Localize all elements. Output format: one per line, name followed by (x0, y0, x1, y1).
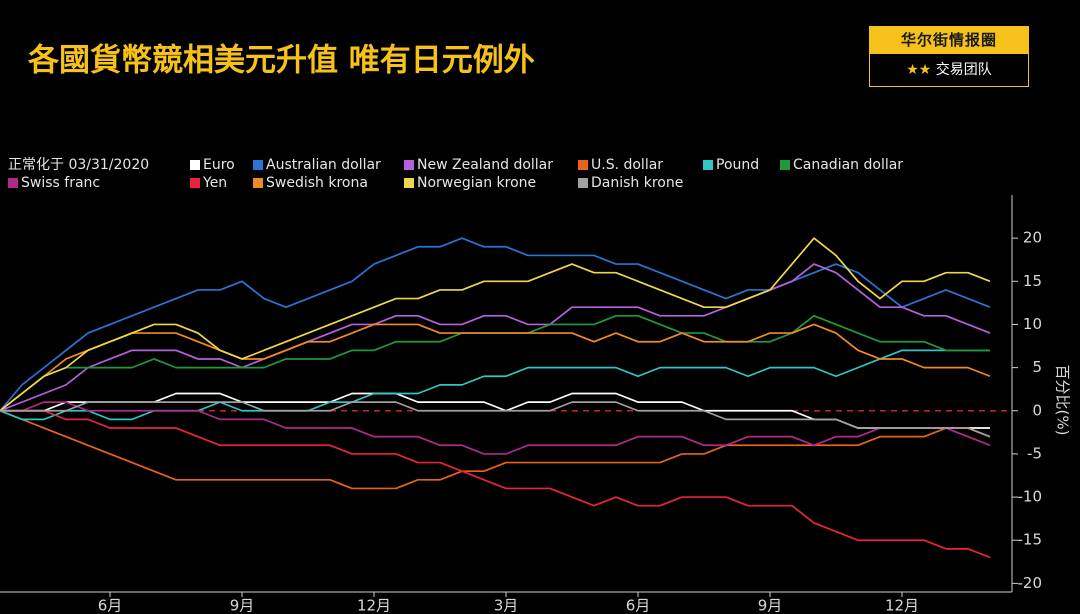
y-axis-label: 百分比(%) (1054, 365, 1072, 436)
legend-label: Canadian dollar (793, 157, 903, 173)
legend-swatch (253, 178, 263, 188)
chart-title: 各國貨幣競相美元升值 唯有日元例外 (27, 43, 535, 79)
logo-title: 华尔街情报圈 (870, 27, 1028, 54)
x-tick-label: 3月 (494, 597, 519, 614)
y-tick-label: 20 (1023, 229, 1042, 247)
legend-label: Swedish krona (266, 175, 368, 191)
y-tick-label: 15 (1023, 272, 1042, 290)
y-tick-label: 0 (1032, 401, 1042, 419)
legend-label: Danish krone (591, 175, 683, 191)
x-tick-label: 9月 (230, 597, 255, 614)
y-tick-label: -5 (1027, 444, 1042, 462)
x-tick-label: 9月 (758, 597, 783, 614)
legend-swatch (190, 178, 200, 188)
x-tick-label: 12月 (885, 597, 919, 614)
stars: ★★ (906, 62, 932, 78)
series-line (0, 314, 990, 412)
series-line (0, 263, 991, 412)
legend-swatch (404, 160, 414, 170)
series-line (0, 237, 991, 412)
y-tick-label: -15 (1018, 531, 1043, 549)
legend-label: Yen (202, 175, 227, 191)
y-tick-label: 5 (1032, 358, 1042, 376)
legend-swatch (578, 178, 588, 188)
legend-label: Norwegian krone (417, 175, 536, 191)
series-line (0, 401, 991, 455)
y-tick-label: -20 (1018, 574, 1043, 592)
legend-swatch (253, 160, 263, 170)
series-line (0, 237, 991, 412)
legend-label: Australian dollar (266, 157, 381, 173)
x-tick-label: 6月 (98, 597, 123, 614)
x-tick-label: 12月 (357, 597, 391, 614)
series-line (0, 323, 991, 412)
y-tick-label: -10 (1018, 488, 1043, 506)
legend-swatch (404, 178, 414, 188)
y-tick-label: 10 (1023, 315, 1042, 333)
series-line (0, 409, 991, 559)
x-tick-label: 6月 (626, 597, 651, 614)
legend-swatch (780, 160, 790, 170)
logo-bottom: ★★ 交易团队 (870, 54, 1028, 86)
legend-swatch (190, 160, 200, 170)
legend-label: U.S. dollar (591, 157, 663, 173)
logo-subtitle: 交易团队 (935, 62, 992, 78)
legend-swatch (578, 160, 588, 170)
series-line (0, 409, 991, 490)
legend-swatch (8, 178, 18, 188)
legend-title: 正常化于 03/31/2020 (8, 157, 149, 173)
series-line (0, 401, 991, 438)
legend-swatch (703, 160, 713, 170)
logo: 华尔街情报圈 ★★ 交易团队 (869, 26, 1029, 87)
legend-label: Swiss franc (21, 175, 100, 191)
legend-label: New Zealand dollar (417, 157, 553, 173)
legend-label: Pound (716, 157, 759, 173)
legend-label: Euro (203, 157, 235, 173)
